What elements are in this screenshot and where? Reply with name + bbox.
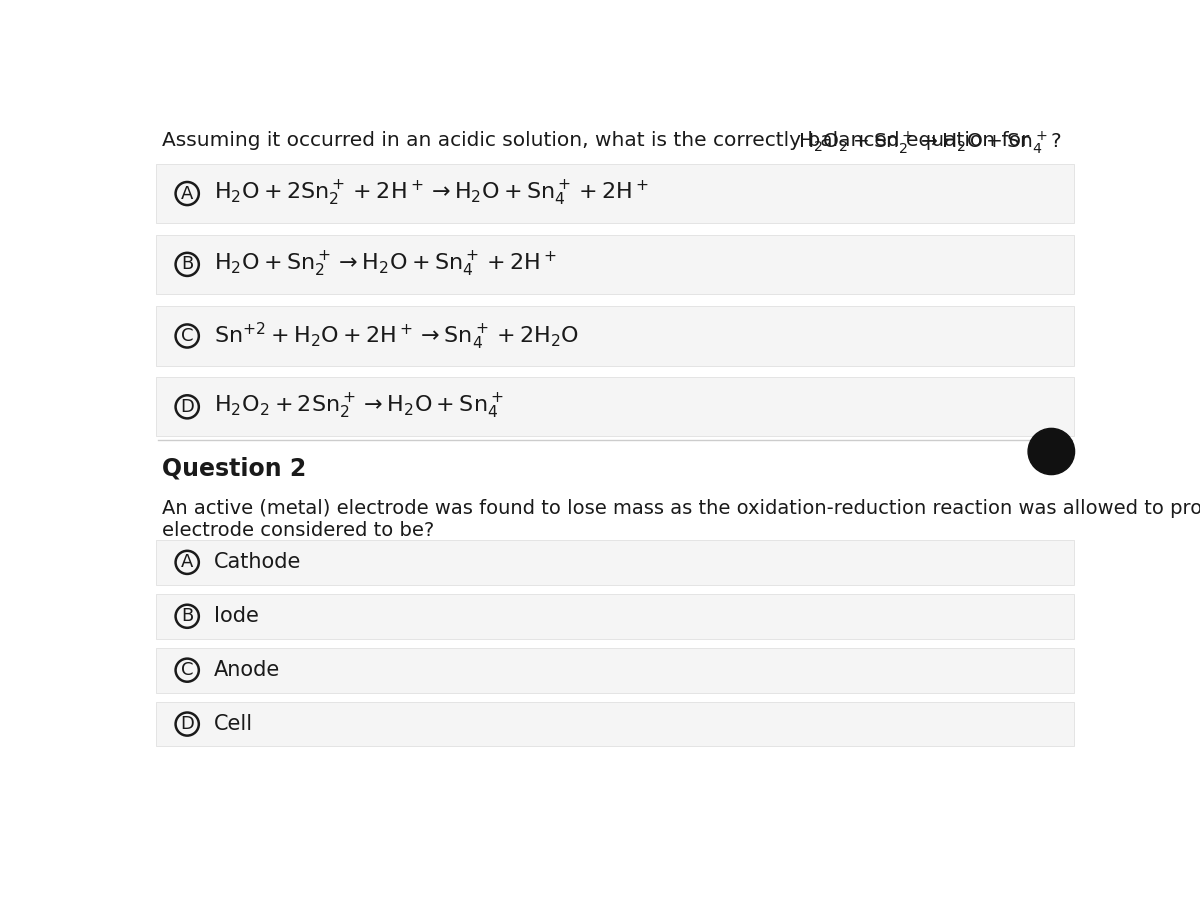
Text: D: D (180, 398, 194, 415)
FancyBboxPatch shape (156, 540, 1074, 585)
FancyBboxPatch shape (156, 702, 1074, 746)
FancyBboxPatch shape (156, 594, 1074, 639)
Text: B: B (181, 608, 193, 625)
Text: Question 2: Question 2 (162, 457, 306, 481)
Text: Iode: Iode (214, 606, 258, 626)
FancyBboxPatch shape (156, 377, 1074, 436)
Text: $\mathregular{Sn^{+2} + H_2O + 2H^+ \rightarrow Sn_4^+ + 2H_2O}$: $\mathregular{Sn^{+2} + H_2O + 2H^+ \rig… (214, 320, 578, 352)
Text: A: A (181, 184, 193, 202)
Text: electrode considered to be?: electrode considered to be? (162, 521, 434, 540)
Text: $\mathregular{H_2O + Sn_2^+ \rightarrow H_2O + Sn_4^+ + 2H^+}$: $\mathregular{H_2O + Sn_2^+ \rightarrow … (214, 249, 557, 279)
Text: $\mathregular{H_2O + 2Sn_2^+ + 2H^+ \rightarrow H_2O + Sn_4^+ + 2H^+}$: $\mathregular{H_2O + 2Sn_2^+ + 2H^+ \rig… (214, 179, 649, 209)
Text: D: D (180, 715, 194, 733)
Text: An active (metal) electrode was found to lose mass as the oxidation-reduction re: An active (metal) electrode was found to… (162, 499, 1200, 518)
FancyBboxPatch shape (156, 648, 1074, 693)
Text: C: C (181, 661, 193, 679)
Text: B: B (181, 256, 193, 273)
FancyBboxPatch shape (156, 235, 1074, 294)
Text: Cell: Cell (214, 714, 253, 734)
Text: $\mathregular{H_2O_2 + 2Sn_2^+ \rightarrow H_2O + Sn_4^+}$: $\mathregular{H_2O_2 + 2Sn_2^+ \rightarr… (214, 392, 503, 422)
Circle shape (1028, 428, 1074, 474)
Text: C: C (181, 327, 193, 345)
FancyBboxPatch shape (156, 307, 1074, 366)
Text: Anode: Anode (214, 660, 280, 680)
Text: Assuming it occurred in an acidic solution, what is the correctly balanced equat: Assuming it occurred in an acidic soluti… (162, 132, 1036, 151)
Text: Cathode: Cathode (214, 552, 301, 572)
Text: $\mathregular{H_2O_2+Sn_2^+\rightarrow H_2O+Sn_4^+}$?: $\mathregular{H_2O_2+Sn_2^+\rightarrow H… (798, 130, 1062, 156)
FancyBboxPatch shape (156, 164, 1074, 223)
Text: A: A (181, 553, 193, 571)
